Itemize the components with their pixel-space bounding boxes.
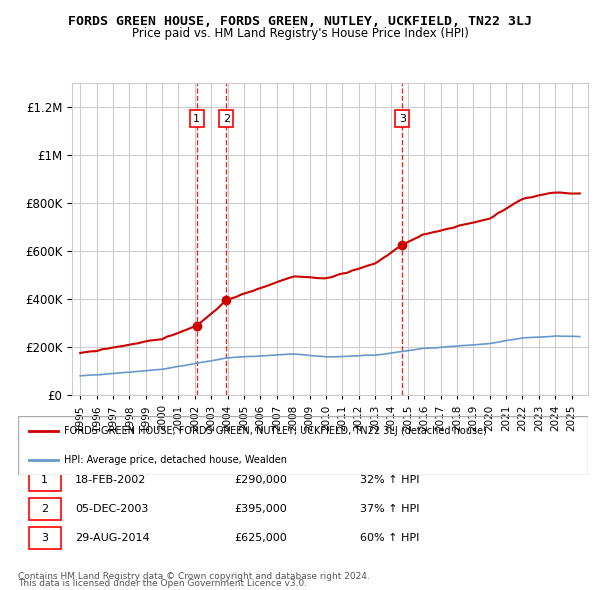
Text: HPI: Average price, detached house, Wealden: HPI: Average price, detached house, Weal… bbox=[64, 455, 287, 465]
Bar bbox=[29, 468, 61, 491]
Text: 2: 2 bbox=[223, 114, 230, 124]
Text: 3: 3 bbox=[399, 114, 406, 124]
Text: 29-AUG-2014: 29-AUG-2014 bbox=[75, 533, 149, 543]
Text: 18-FEB-2002: 18-FEB-2002 bbox=[75, 475, 146, 485]
Text: 05-DEC-2003: 05-DEC-2003 bbox=[75, 504, 148, 514]
Text: Price paid vs. HM Land Registry's House Price Index (HPI): Price paid vs. HM Land Registry's House … bbox=[131, 27, 469, 40]
Text: £395,000: £395,000 bbox=[235, 504, 287, 514]
Text: £625,000: £625,000 bbox=[235, 533, 287, 543]
Bar bbox=[29, 498, 61, 520]
Text: 2: 2 bbox=[41, 504, 49, 514]
Text: Contains HM Land Registry data © Crown copyright and database right 2024.: Contains HM Land Registry data © Crown c… bbox=[18, 572, 370, 581]
Text: 3: 3 bbox=[41, 533, 48, 543]
Text: FORDS GREEN HOUSE, FORDS GREEN, NUTLEY, UCKFIELD, TN22 3LJ (detached house): FORDS GREEN HOUSE, FORDS GREEN, NUTLEY, … bbox=[64, 426, 487, 435]
Text: 37% ↑ HPI: 37% ↑ HPI bbox=[360, 504, 419, 514]
Text: 1: 1 bbox=[193, 114, 200, 124]
Text: This data is licensed under the Open Government Licence v3.0.: This data is licensed under the Open Gov… bbox=[18, 579, 307, 588]
Text: FORDS GREEN HOUSE, FORDS GREEN, NUTLEY, UCKFIELD, TN22 3LJ: FORDS GREEN HOUSE, FORDS GREEN, NUTLEY, … bbox=[68, 15, 532, 28]
Bar bbox=[29, 527, 61, 549]
Text: 32% ↑ HPI: 32% ↑ HPI bbox=[360, 475, 419, 485]
Text: £290,000: £290,000 bbox=[235, 475, 287, 485]
Text: 60% ↑ HPI: 60% ↑ HPI bbox=[360, 533, 419, 543]
Text: 1: 1 bbox=[41, 475, 48, 485]
